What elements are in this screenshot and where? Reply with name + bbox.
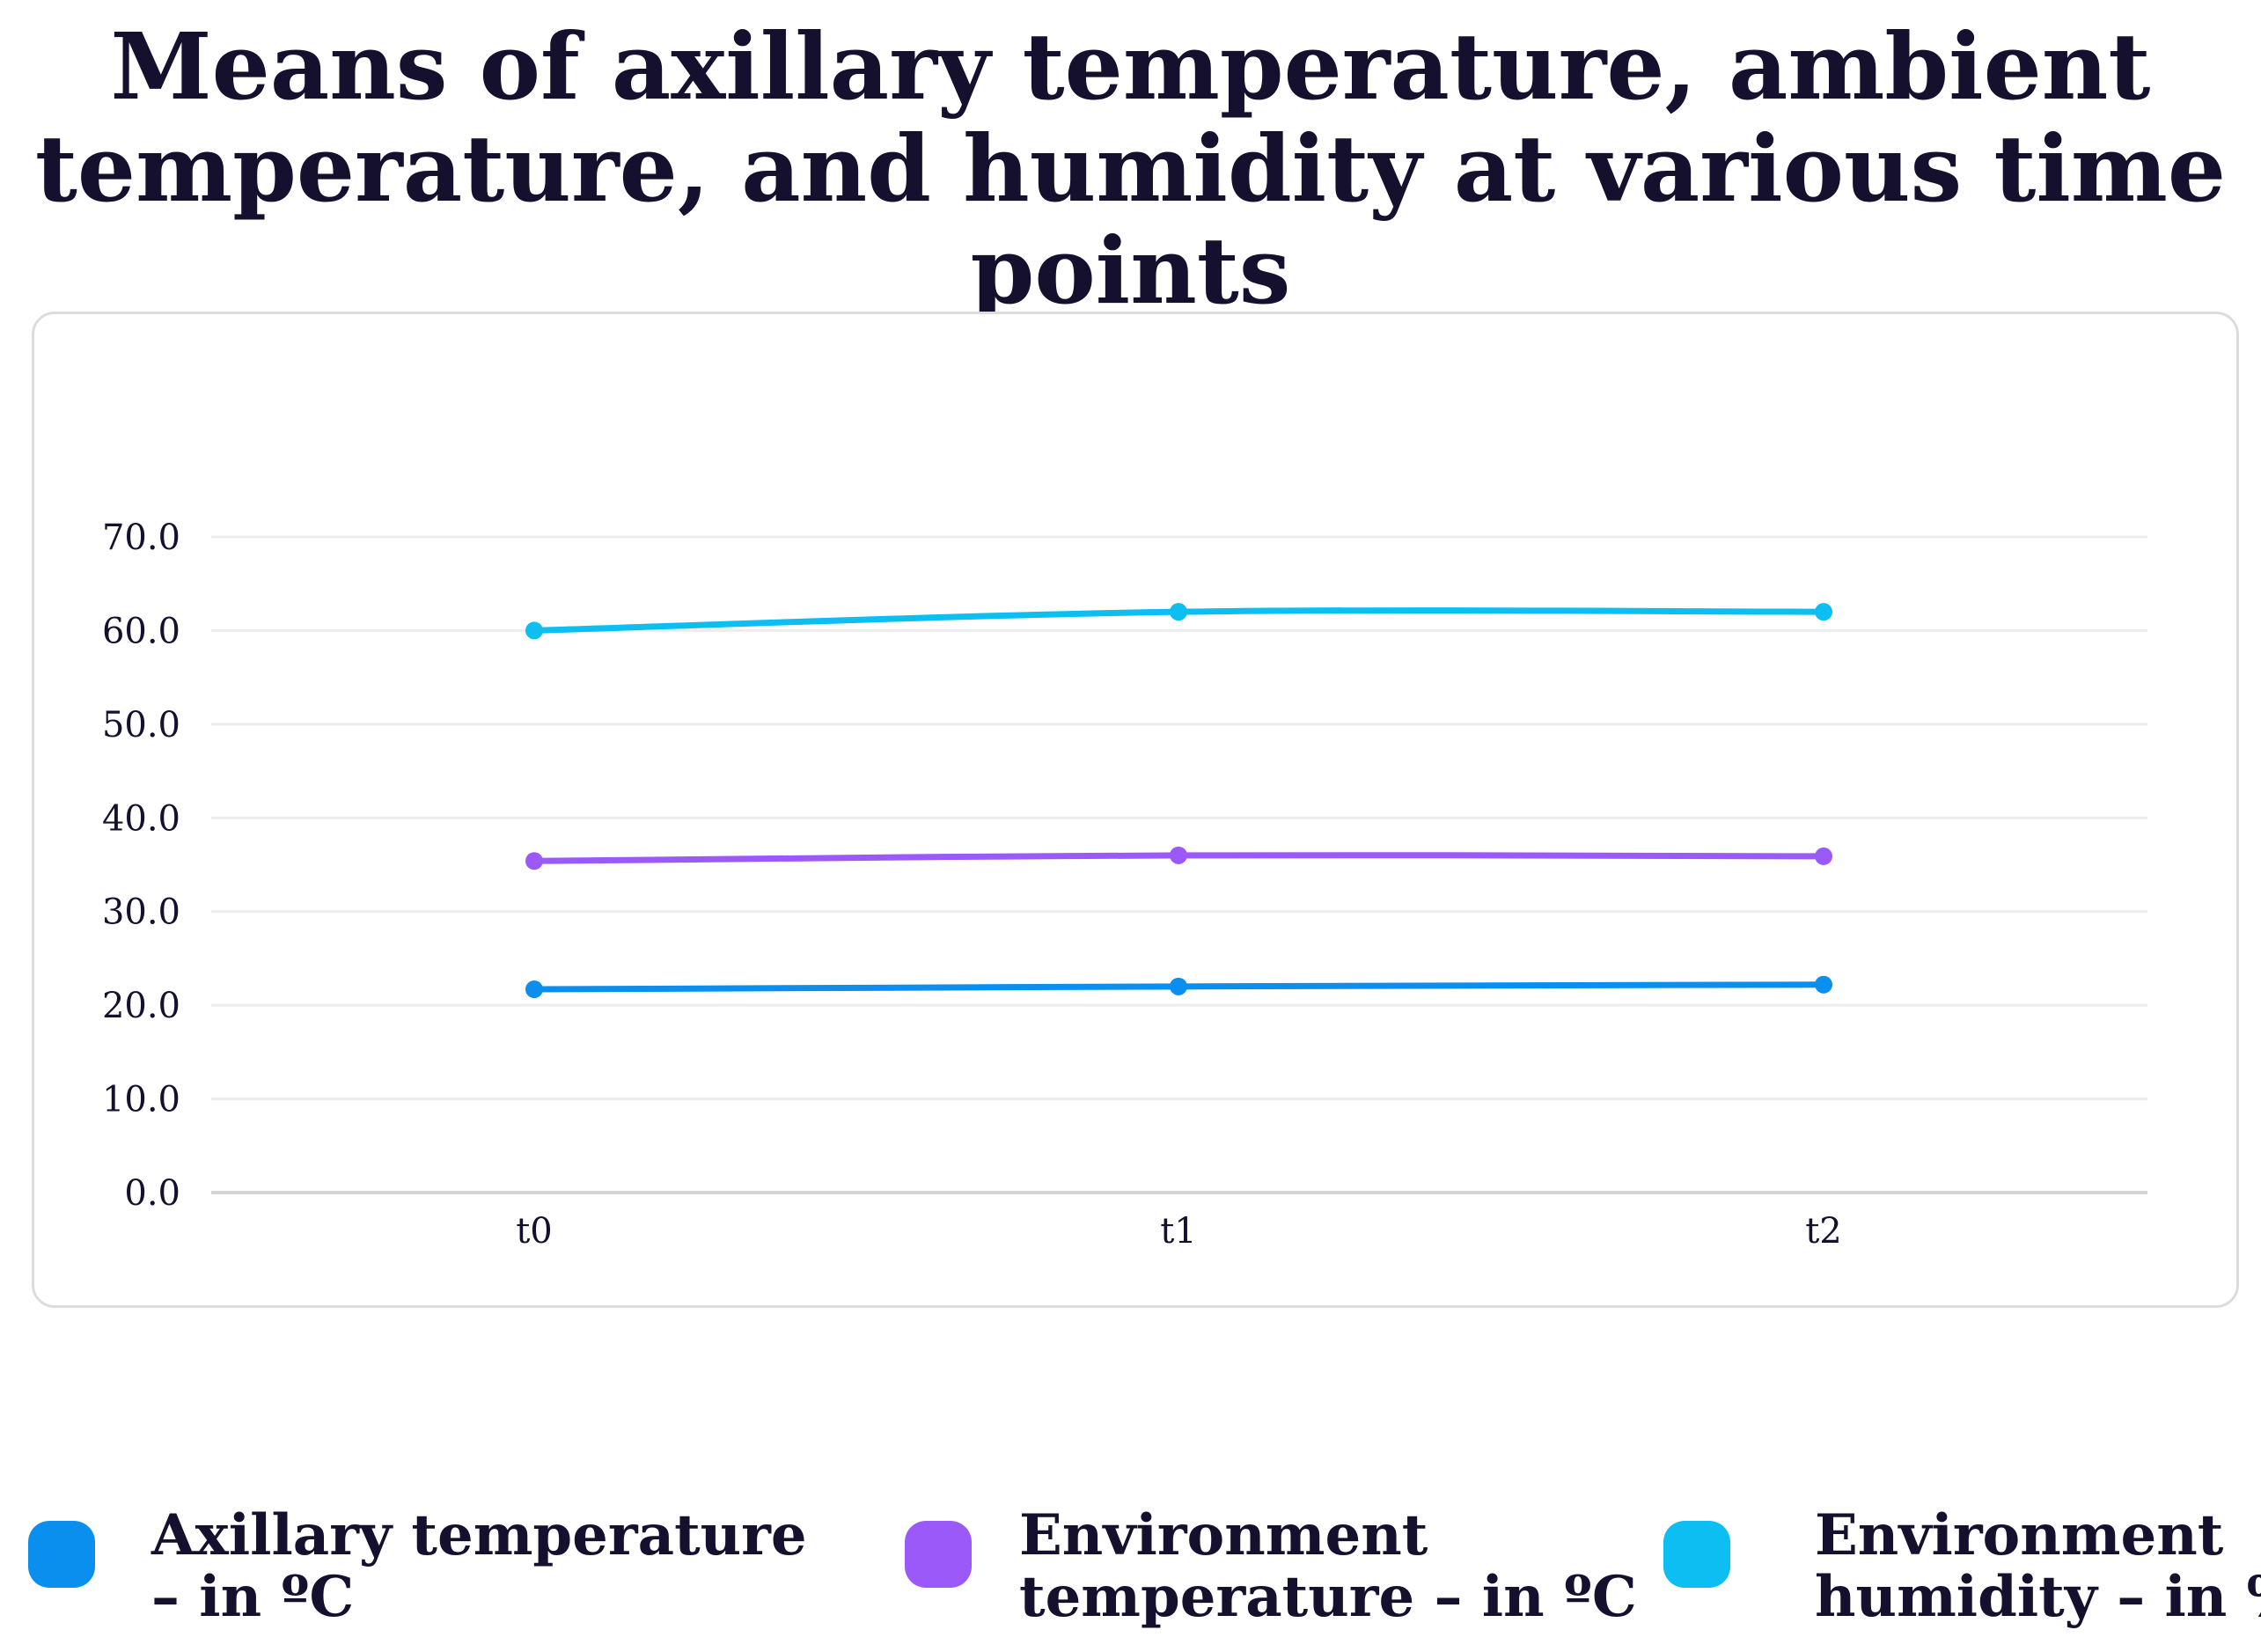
legend-swatch-axillary-temperature: [28, 1521, 95, 1588]
y-tick-label: 70.0: [102, 518, 180, 558]
data-point-axillary-temperature-t1[interactable]: [1170, 977, 1187, 995]
legend-swatch-environment-humidity: [1663, 1521, 1730, 1588]
data-point-environment-temperature-t0[interactable]: [525, 852, 543, 870]
data-point-environment-temperature-t2[interactable]: [1815, 847, 1832, 865]
chart-title-line-1: Means of axillary temperature, ambient: [110, 12, 2151, 121]
y-tick-label: 60.0: [102, 611, 180, 651]
legend-swatch-environment-temperature: [905, 1521, 972, 1588]
data-point-environment-temperature-t1[interactable]: [1170, 846, 1187, 864]
legend-label-axillary-temperature: Axillary temperature – in ºC: [151, 1502, 807, 1630]
data-point-environment-humidity-t1[interactable]: [1170, 603, 1187, 621]
data-point-axillary-temperature-t2[interactable]: [1815, 975, 1832, 994]
chart-panel: [32, 312, 2239, 1308]
y-tick-label: 30.0: [102, 892, 180, 933]
y-tick-label: 0.0: [124, 1173, 180, 1214]
chart-title: Means of axillary temperature, ambient t…: [0, 16, 2261, 322]
y-tick-label: 50.0: [102, 705, 180, 745]
x-tick-label: t0: [516, 1211, 553, 1252]
legend-label-environment-temperature: Environment temperature – in ºC: [1019, 1502, 1637, 1630]
x-tick-label: t2: [1805, 1211, 1842, 1252]
data-point-environment-humidity-t2[interactable]: [1815, 603, 1832, 621]
y-tick-label: 10.0: [102, 1080, 180, 1120]
data-point-environment-humidity-t0[interactable]: [525, 621, 543, 640]
y-tick-label: 20.0: [102, 986, 180, 1026]
x-tick-label: t1: [1160, 1211, 1197, 1252]
legend: Axillary temperature – in ºC Environment…: [0, 1496, 2261, 1637]
legend-label-environment-humidity: Environment humidity – in %: [1815, 1502, 2261, 1630]
chart-title-line-2: temperature, and humidity at various tim…: [34, 114, 2227, 325]
data-point-axillary-temperature-t0[interactable]: [525, 980, 543, 999]
y-tick-label: 40.0: [102, 798, 180, 839]
